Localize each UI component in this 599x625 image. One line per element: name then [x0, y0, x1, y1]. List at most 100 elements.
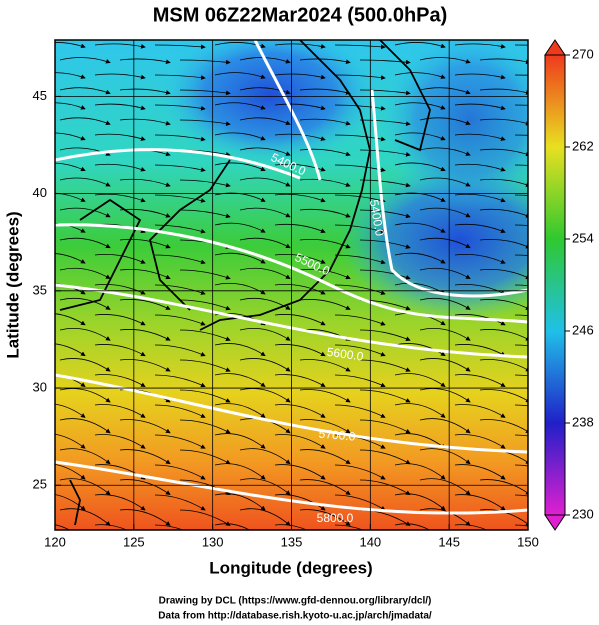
streamline	[419, 267, 471, 279]
streamline	[274, 43, 326, 49]
streamline	[394, 463, 446, 480]
streamline	[454, 43, 506, 49]
streamline	[59, 388, 111, 403]
streamline	[94, 494, 146, 511]
streamline	[55, 132, 86, 141]
streamline	[179, 509, 231, 526]
colorbar-tick-label: 254	[572, 230, 594, 245]
streamline	[94, 133, 146, 141]
streamline	[214, 403, 266, 418]
streamline	[479, 299, 528, 310]
streamline	[514, 344, 528, 347]
streamline	[179, 479, 231, 495]
streamline	[214, 343, 266, 357]
streamline	[334, 374, 386, 388]
coastline	[379, 40, 431, 152]
streamline	[334, 404, 386, 418]
streamline	[359, 269, 411, 280]
streamline	[514, 164, 528, 166]
streamline	[419, 478, 471, 496]
streamline	[454, 103, 506, 111]
streamline	[214, 463, 266, 480]
streamline	[154, 134, 206, 142]
streamline	[94, 253, 146, 264]
streamline	[514, 434, 528, 437]
streamline	[479, 88, 528, 95]
coastlines	[59, 40, 431, 526]
x-tick-label: 140	[359, 534, 381, 549]
streamline	[214, 282, 266, 295]
streamline	[154, 524, 185, 530]
streamline	[239, 358, 291, 372]
streamline	[479, 238, 528, 249]
streamline	[299, 389, 351, 403]
contour-line	[55, 283, 528, 359]
streamline	[55, 162, 86, 172]
x-tick-label: 150	[517, 534, 539, 549]
streamline	[55, 72, 86, 79]
streamline	[239, 237, 291, 249]
streamline	[479, 419, 528, 434]
streamline	[419, 57, 471, 64]
streamline	[214, 433, 266, 449]
streamline	[359, 359, 411, 372]
streamline	[214, 493, 266, 511]
streamline	[55, 42, 86, 49]
streamline	[239, 478, 291, 496]
streamline	[59, 478, 111, 496]
streamline	[299, 479, 351, 496]
streamline	[274, 494, 326, 511]
streamline	[454, 253, 506, 264]
streamline	[119, 509, 171, 526]
streamline	[94, 344, 146, 357]
streamline	[394, 132, 446, 141]
streamline	[59, 448, 111, 465]
streamline	[359, 209, 411, 219]
streamline	[239, 388, 291, 403]
streamline	[334, 164, 386, 173]
streamline	[239, 448, 291, 465]
streamline	[154, 494, 206, 511]
streamline	[394, 403, 446, 418]
streamline	[214, 373, 266, 388]
streamline	[94, 404, 146, 418]
streamline	[479, 118, 528, 126]
streamline	[394, 102, 446, 110]
streamline	[419, 177, 471, 187]
streamline	[59, 327, 111, 341]
streamline	[454, 163, 506, 172]
streamline	[179, 89, 231, 96]
streamline	[274, 404, 326, 418]
streamline	[359, 389, 411, 403]
streamline	[119, 238, 171, 249]
x-tick-label: 120	[44, 534, 66, 549]
streamline	[359, 149, 411, 157]
streamline	[239, 327, 291, 341]
streamline	[454, 404, 506, 418]
streamline	[334, 134, 386, 142]
x-tick-label: 125	[123, 534, 145, 549]
streamline	[214, 523, 251, 530]
streamline	[94, 73, 146, 80]
streamline	[59, 207, 111, 218]
streamline	[154, 314, 206, 326]
streamline	[514, 404, 528, 407]
streamline	[514, 194, 528, 196]
streamline	[479, 479, 528, 496]
streamline	[154, 164, 206, 173]
streamline	[119, 449, 171, 465]
streamline	[274, 223, 326, 233]
streamline	[55, 403, 86, 418]
y-tick-label: 40	[33, 185, 47, 200]
contour-label: 5600.0	[326, 345, 365, 364]
streamline	[514, 224, 528, 226]
streamline	[454, 344, 506, 357]
streamline	[334, 524, 365, 530]
streamline	[154, 344, 206, 357]
colorbar-tick-label: 230	[572, 506, 594, 521]
streamline	[479, 178, 528, 187]
streamline	[94, 193, 146, 203]
streamline	[179, 269, 231, 280]
